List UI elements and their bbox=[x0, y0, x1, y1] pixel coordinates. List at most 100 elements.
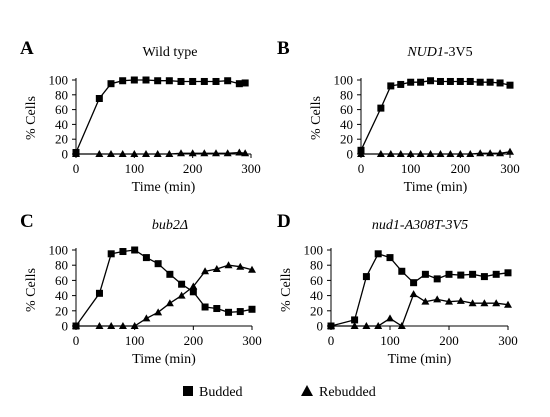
data-point bbox=[119, 77, 127, 85]
y-tick-label: 80 bbox=[55, 258, 68, 273]
series-line bbox=[330, 253, 509, 327]
data-point bbox=[410, 279, 418, 287]
legend-rebudded-label: Rebudded bbox=[319, 385, 376, 400]
data-point bbox=[469, 270, 477, 278]
y-tick-label: 0 bbox=[62, 147, 69, 162]
data-point bbox=[433, 295, 442, 303]
data-point bbox=[436, 77, 444, 85]
y-tick-label: 80 bbox=[55, 87, 68, 102]
data-point bbox=[486, 149, 495, 157]
data-point bbox=[142, 254, 150, 262]
legend: Budded Rebudded bbox=[183, 385, 376, 400]
data-point bbox=[486, 78, 494, 86]
x-tick-label: 100 bbox=[380, 333, 400, 348]
x-tick-label: 300 bbox=[241, 161, 261, 176]
data-point bbox=[362, 273, 370, 281]
data-point bbox=[445, 297, 453, 305]
data-point bbox=[212, 77, 220, 85]
data-point bbox=[131, 246, 139, 254]
data-point bbox=[426, 150, 435, 157]
data-point bbox=[376, 150, 385, 157]
data-point bbox=[504, 269, 512, 277]
data-point bbox=[235, 148, 244, 156]
data-point bbox=[416, 150, 425, 157]
data-point bbox=[377, 104, 385, 112]
data-point bbox=[189, 282, 198, 290]
data-point bbox=[95, 289, 103, 297]
data-point bbox=[107, 80, 115, 88]
data-point bbox=[107, 150, 115, 157]
y-tick-label: 60 bbox=[55, 273, 68, 288]
data-point bbox=[457, 271, 465, 279]
y-tick-label: 100 bbox=[49, 73, 69, 88]
data-point bbox=[177, 291, 186, 299]
data-point bbox=[224, 77, 232, 85]
data-point bbox=[201, 267, 210, 275]
data-point bbox=[72, 322, 80, 329]
series-budded bbox=[357, 77, 514, 154]
data-point bbox=[225, 308, 233, 316]
x-tick-label: 100 bbox=[401, 161, 421, 176]
data-point bbox=[130, 150, 139, 157]
data-point bbox=[241, 149, 250, 157]
panel-letter: D bbox=[277, 211, 291, 232]
data-point bbox=[433, 275, 441, 283]
y-tick-label: 20 bbox=[55, 132, 68, 147]
data-point bbox=[165, 299, 174, 307]
legend-budded-swatch bbox=[183, 386, 193, 396]
y-tick-label: 40 bbox=[55, 288, 68, 303]
series-rebudded bbox=[357, 147, 514, 157]
data-point bbox=[456, 296, 465, 304]
data-point bbox=[504, 300, 512, 308]
data-point bbox=[189, 288, 197, 296]
data-point bbox=[374, 250, 382, 258]
data-point bbox=[95, 95, 103, 102]
data-point bbox=[446, 77, 454, 85]
y-tick-label: 80 bbox=[340, 87, 353, 102]
y-tick-label: 100 bbox=[334, 73, 354, 88]
data-point bbox=[142, 314, 151, 322]
data-point bbox=[456, 150, 465, 157]
x-tick-label: 200 bbox=[439, 333, 459, 348]
panel-title: Wild type bbox=[142, 45, 197, 60]
data-point bbox=[496, 79, 504, 87]
data-point bbox=[398, 267, 406, 275]
data-point bbox=[386, 314, 394, 322]
x-tick-label: 200 bbox=[184, 333, 204, 348]
data-point bbox=[189, 77, 197, 85]
data-point bbox=[436, 150, 445, 157]
data-point bbox=[241, 79, 249, 87]
series-rebudded bbox=[72, 261, 256, 329]
data-point bbox=[236, 262, 245, 270]
data-point bbox=[213, 305, 221, 313]
y-tick-label: 20 bbox=[310, 303, 323, 318]
series-budded bbox=[72, 76, 249, 157]
data-point bbox=[95, 150, 104, 157]
data-point bbox=[178, 280, 186, 288]
data-point bbox=[130, 322, 139, 329]
panel-letter: A bbox=[20, 38, 34, 59]
y-tick-label: 40 bbox=[340, 117, 353, 132]
data-point bbox=[165, 77, 173, 85]
data-point bbox=[153, 150, 162, 157]
data-point bbox=[224, 261, 233, 269]
data-point bbox=[396, 150, 405, 157]
y-axis-label: % Cells bbox=[279, 268, 294, 312]
data-point bbox=[351, 316, 359, 324]
data-point bbox=[248, 265, 256, 273]
y-tick-label: 0 bbox=[347, 147, 354, 162]
data-point bbox=[142, 150, 150, 157]
data-point bbox=[386, 254, 394, 262]
data-point bbox=[421, 270, 429, 278]
data-point bbox=[468, 299, 477, 307]
data-point bbox=[107, 250, 115, 258]
y-tick-label: 60 bbox=[310, 273, 323, 288]
data-point bbox=[177, 77, 185, 85]
x-tick-label: 200 bbox=[451, 161, 471, 176]
x-tick-label: 0 bbox=[73, 161, 80, 176]
data-point bbox=[188, 149, 197, 157]
